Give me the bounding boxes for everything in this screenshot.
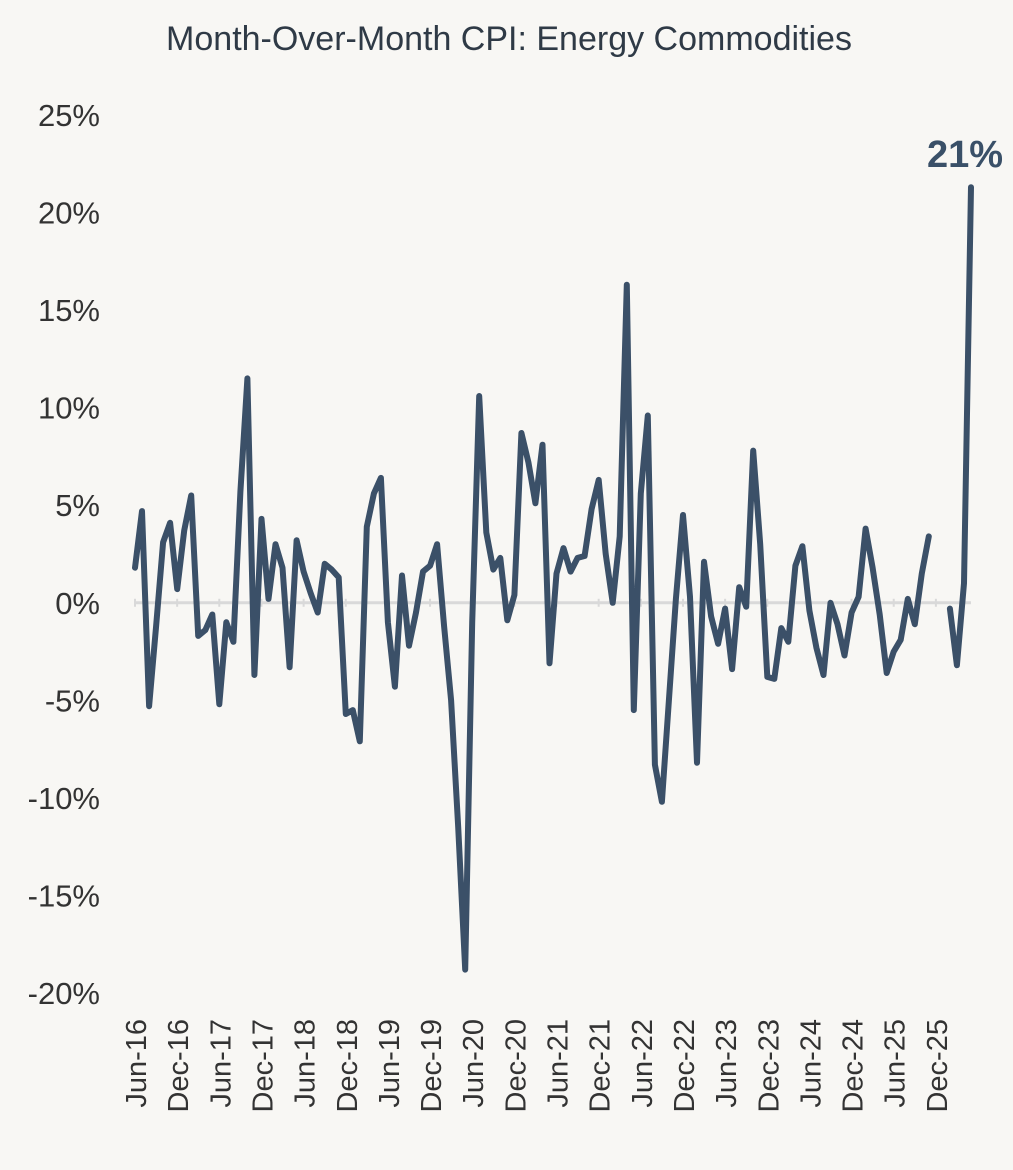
- x-tick-label: Dec-23: [753, 1019, 785, 1113]
- x-tick-label: Jun-24: [795, 1019, 827, 1108]
- y-tick-label: 5%: [55, 488, 100, 523]
- y-tick-label: 10%: [38, 391, 100, 426]
- chart-title: Month-Over-Month CPI: Energy Commodities: [166, 20, 852, 58]
- x-tick-label: Dec-25: [922, 1019, 954, 1112]
- y-tick-label: -15%: [28, 878, 100, 913]
- y-tick-label: 20%: [38, 196, 100, 231]
- x-tick-label: Jun-22: [627, 1019, 659, 1108]
- x-axis: Jun-16 Dec-16 Jun-17 Dec-17 Jun-18 Dec-18 Jun-…: [121, 1019, 954, 1113]
- x-tick-label: Dec-16: [163, 1019, 195, 1113]
- x-tick-label: Dec-19: [416, 1019, 448, 1113]
- x-tick-label: Dec-20: [500, 1019, 532, 1113]
- x-tick-label: Jun-18: [290, 1019, 322, 1108]
- x-tick-label: Jun-16: [121, 1019, 153, 1108]
- y-tick-label: 15%: [38, 293, 100, 328]
- y-axis: 25% 20% 15% 10% 5% 0% -5% -10% -15% -20%: [28, 98, 100, 1011]
- x-tick-label: Dec-22: [669, 1019, 701, 1113]
- x-tick-label: Jun-23: [711, 1019, 743, 1108]
- y-tick-label: -10%: [28, 781, 100, 816]
- x-tick-label: Jun-21: [543, 1019, 575, 1108]
- y-tick-label: 25%: [38, 98, 100, 133]
- x-tick-label: Jun-20: [458, 1019, 490, 1108]
- x-tick-label: Dec-17: [247, 1019, 279, 1113]
- last-value-annotation: 21%: [927, 134, 1003, 176]
- y-tick-label: 0%: [55, 586, 100, 621]
- x-tick-label: Jun-17: [205, 1019, 237, 1108]
- y-tick-label: -5%: [45, 683, 100, 718]
- x-tick-label: Dec-24: [838, 1019, 870, 1113]
- series-group: [132, 184, 974, 973]
- series-line: [946, 184, 974, 669]
- series-line: [132, 281, 932, 973]
- x-tick-label: Dec-18: [332, 1019, 364, 1113]
- x-tick-label: Dec-21: [585, 1019, 617, 1113]
- x-tick-label: Jun-19: [374, 1019, 406, 1108]
- y-tick-label: -20%: [28, 976, 100, 1011]
- x-tick-label: Jun-25: [880, 1019, 912, 1108]
